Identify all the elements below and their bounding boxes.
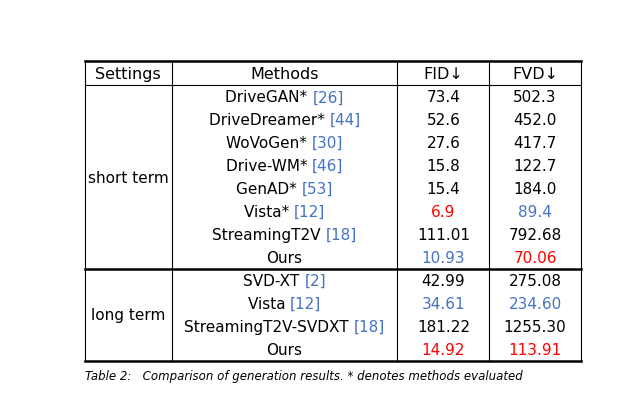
Text: StreamingT2V: StreamingT2V	[212, 228, 326, 242]
Text: 1255.30: 1255.30	[504, 319, 566, 334]
Text: FVD↓: FVD↓	[512, 67, 558, 82]
Text: [53]: [53]	[301, 182, 333, 197]
Text: [18]: [18]	[354, 319, 385, 334]
Text: 792.68: 792.68	[508, 228, 562, 242]
Text: [2]: [2]	[305, 273, 326, 288]
Text: 27.6: 27.6	[426, 136, 460, 151]
Text: 113.91: 113.91	[508, 342, 562, 357]
Text: Table 2:   Comparison of generation results. * denotes methods evaluated: Table 2: Comparison of generation result…	[85, 369, 523, 382]
Text: GenAD*: GenAD*	[236, 182, 301, 197]
Text: [12]: [12]	[290, 296, 321, 311]
Text: 34.61: 34.61	[422, 296, 465, 311]
Text: Vista: Vista	[248, 296, 290, 311]
Text: [26]: [26]	[312, 90, 344, 105]
Text: Ours: Ours	[267, 342, 303, 357]
Text: 14.92: 14.92	[422, 342, 465, 357]
Text: 70.06: 70.06	[513, 250, 557, 265]
Text: 275.08: 275.08	[509, 273, 561, 288]
Text: [12]: [12]	[294, 204, 325, 220]
Text: Methods: Methods	[250, 67, 319, 82]
Text: 15.4: 15.4	[426, 182, 460, 197]
Text: DriveGAN*: DriveGAN*	[225, 90, 312, 105]
Text: Settings: Settings	[95, 67, 161, 82]
Text: 181.22: 181.22	[417, 319, 470, 334]
Text: DriveDreamer*: DriveDreamer*	[209, 113, 330, 128]
Text: 502.3: 502.3	[513, 90, 557, 105]
Text: StreamingT2V-SVDXT: StreamingT2V-SVDXT	[184, 319, 354, 334]
Text: 452.0: 452.0	[513, 113, 557, 128]
Text: 89.4: 89.4	[518, 204, 552, 220]
Text: 52.6: 52.6	[426, 113, 460, 128]
Text: Drive-WM*: Drive-WM*	[226, 159, 312, 174]
Text: SVD-XT: SVD-XT	[243, 273, 305, 288]
Text: long term: long term	[91, 308, 166, 323]
Text: [44]: [44]	[330, 113, 360, 128]
Text: [46]: [46]	[312, 159, 344, 174]
Text: 122.7: 122.7	[513, 159, 557, 174]
Text: 417.7: 417.7	[513, 136, 557, 151]
Text: 42.99: 42.99	[422, 273, 465, 288]
Text: 234.60: 234.60	[508, 296, 562, 311]
Text: [30]: [30]	[312, 136, 343, 151]
Text: 10.93: 10.93	[422, 250, 465, 265]
Text: 184.0: 184.0	[513, 182, 557, 197]
Text: short term: short term	[88, 170, 169, 185]
Text: 111.01: 111.01	[417, 228, 470, 242]
Text: Vista*: Vista*	[244, 204, 294, 220]
Text: 15.8: 15.8	[426, 159, 460, 174]
Text: 73.4: 73.4	[426, 90, 460, 105]
Text: 6.9: 6.9	[431, 204, 456, 220]
Text: WoVoGen*: WoVoGen*	[226, 136, 312, 151]
Text: FID↓: FID↓	[424, 67, 463, 82]
Text: [18]: [18]	[326, 228, 357, 242]
Text: Ours: Ours	[267, 250, 303, 265]
